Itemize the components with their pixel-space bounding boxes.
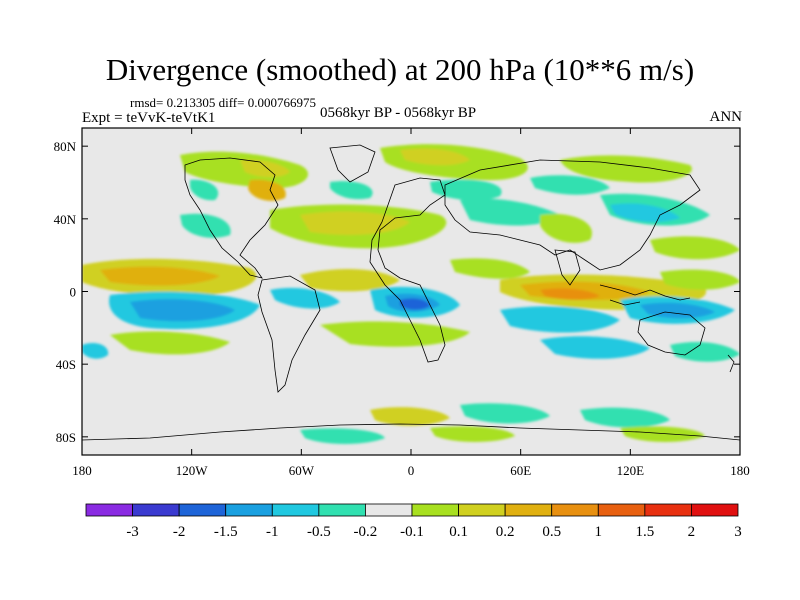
colorbar-swatch [504, 503, 553, 517]
divergence-field [82, 144, 740, 444]
x-tick-label: 180 [72, 463, 92, 478]
season-label: ANN [709, 109, 743, 125]
x-tick-label: 180 [730, 463, 750, 478]
colorbar-label: 0.2 [496, 524, 515, 540]
contour-region [130, 299, 235, 322]
colorbar-swatch [644, 503, 692, 517]
contour-region [370, 407, 450, 426]
contour-region [460, 198, 560, 226]
colorbar-label: 0.5 [542, 524, 561, 540]
colorbar-label: -0.5 [307, 524, 331, 540]
contour-region [540, 213, 592, 243]
contour-region [190, 179, 219, 201]
colorbar-swatch [411, 503, 459, 517]
colorbar-swatch [458, 503, 506, 517]
contour-region [248, 179, 286, 201]
x-axis: 180 120W 60W 0 60E 120E 180 [72, 128, 750, 478]
contour-region [430, 179, 502, 201]
coastlines [82, 144, 740, 441]
colorbar-label: -0.2 [354, 524, 378, 540]
contour-region [620, 426, 705, 442]
x-tick-label: 0 [408, 463, 415, 478]
contour-region [530, 175, 610, 195]
period-label: 0568kyr BP - 0568kyr BP [320, 105, 477, 121]
y-tick-label: 40N [54, 212, 77, 227]
contour-region [240, 159, 290, 178]
contour-region [180, 151, 309, 189]
contour-region [610, 203, 680, 222]
y-tick-label: 80N [54, 139, 77, 154]
contour-region [100, 266, 220, 286]
colorbar-label: -2 [173, 524, 186, 540]
contour-region [450, 258, 530, 279]
colorbar-swatch [225, 503, 273, 517]
contour-region [650, 236, 740, 260]
colorbar-swatch [132, 503, 180, 517]
x-tick-label: 120E [617, 463, 645, 478]
colorbar-swatch [551, 503, 599, 517]
x-tick-label: 120W [176, 463, 209, 478]
y-tick-label: 0 [70, 285, 77, 300]
contour-region [560, 155, 692, 183]
stats-text: rmsd= 0.213305 diff= 0.000766975 [130, 95, 316, 110]
contour-region [580, 407, 670, 428]
colorbar: -3 -2 -1.5 -1 -0.5 -0.2 -0.1 0.1 0.2 0.5 1 1.5 2 3 [85, 503, 742, 540]
colorbar-swatch [271, 503, 320, 517]
colorbar-swatch [178, 503, 227, 517]
colorbar-label: -0.1 [400, 524, 424, 540]
colorbar-label: -1.5 [214, 524, 238, 540]
colorbar-swatch [318, 503, 366, 517]
contour-region [320, 321, 470, 347]
contour-region [540, 288, 600, 300]
colorbar-label: -1 [266, 524, 279, 540]
colorbar-swatch [691, 503, 739, 517]
contour-region [270, 287, 340, 309]
contour-region [500, 306, 620, 333]
contour-region [82, 343, 109, 359]
colorbar-label: 2 [688, 524, 696, 540]
experiment-label: Expt = teVvK-teVtK1 [82, 110, 216, 126]
contour-region [540, 336, 650, 359]
plot-title: Divergence (smoothed) at 200 hPa (10**6 … [105, 52, 695, 87]
colorbar-swatch [85, 503, 133, 517]
y-tick-label: 40S [56, 357, 76, 372]
colorbar-swatch [365, 503, 413, 517]
y-axis: 80N 40N 0 40S 80S [54, 139, 740, 445]
contour-region [110, 331, 230, 355]
contour-region [300, 211, 410, 235]
contour-region [330, 181, 373, 200]
colorbar-label: 1.5 [635, 524, 654, 540]
colorbar-label: 1 [595, 524, 603, 540]
x-tick-label: 60W [289, 463, 315, 478]
colorbar-label: 0.1 [449, 524, 468, 540]
colorbar-swatch [597, 503, 646, 517]
contour-region [400, 148, 470, 166]
colorbar-label: 3 [734, 524, 742, 540]
contour-region [180, 213, 231, 238]
y-tick-label: 80S [56, 430, 76, 445]
x-tick-label: 60E [510, 463, 531, 478]
contour-region [300, 268, 400, 292]
contour-region [660, 269, 740, 290]
contour-region [430, 426, 515, 442]
contour-region [400, 298, 430, 310]
contour-region [300, 428, 385, 444]
colorbar-label: -3 [126, 524, 139, 540]
contour-region [670, 341, 740, 362]
contour-region [460, 403, 550, 424]
